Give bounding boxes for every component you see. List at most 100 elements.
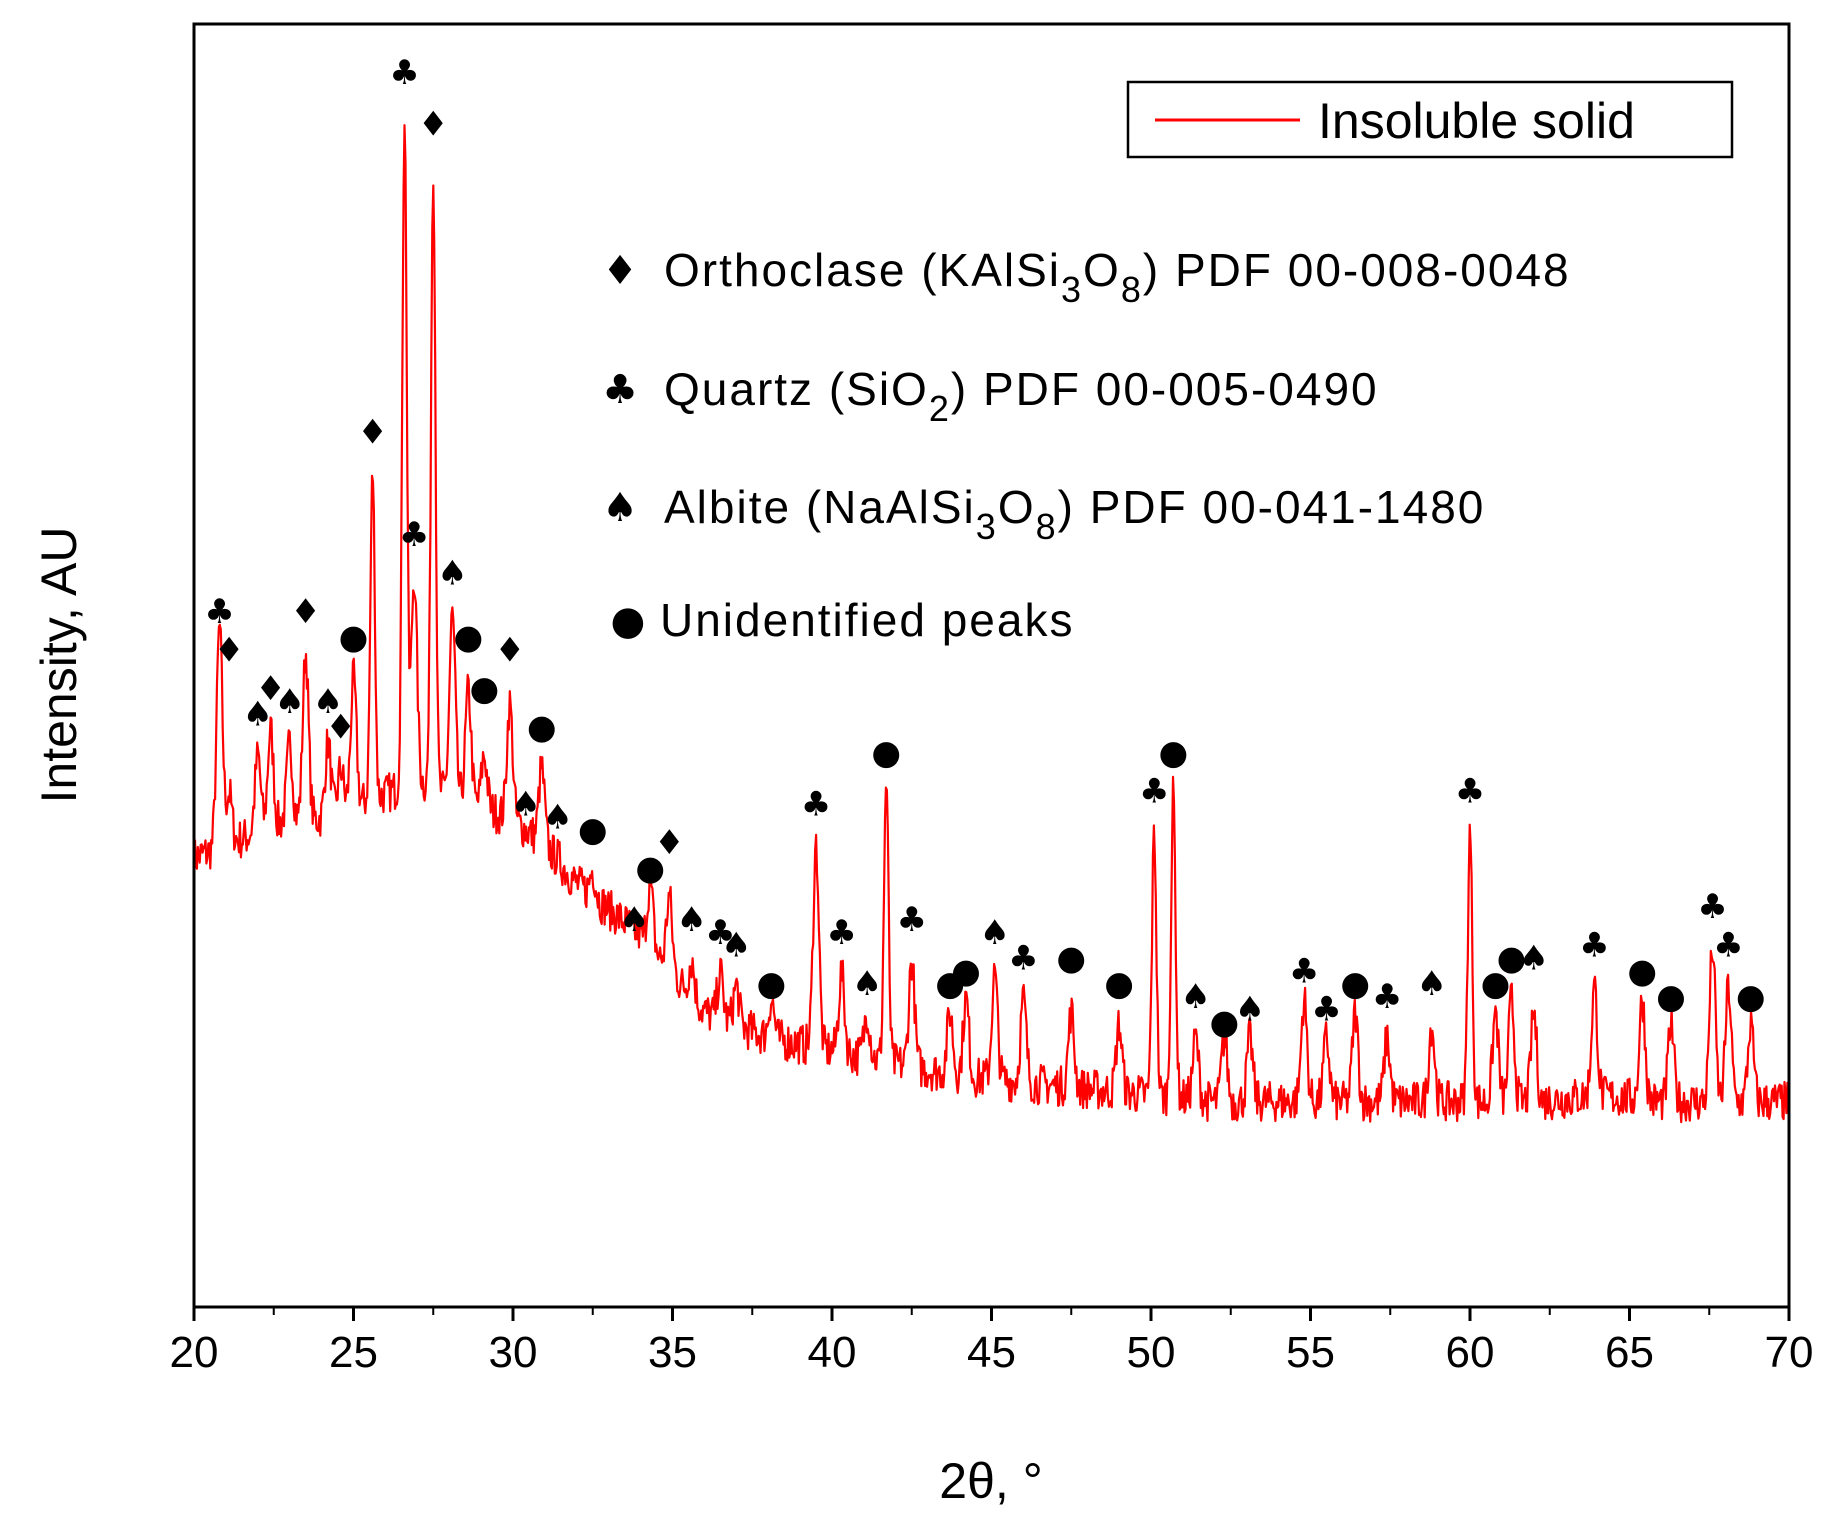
peak-marker: ♣: [1455, 772, 1485, 812]
peak-marker: ●: [1210, 1003, 1240, 1043]
phase-label-part: Quartz (SiO: [664, 363, 929, 415]
peak-marker: ♣: [801, 784, 831, 824]
peak-marker: ♠: [721, 926, 751, 966]
peak-marker: ●: [871, 733, 901, 773]
x-tick-label: 65: [1605, 1328, 1654, 1377]
peak-marker: ♣: [1289, 951, 1319, 991]
peak-marker: ●: [1104, 964, 1134, 1004]
peak-marker: ●: [1340, 964, 1370, 1004]
peak-marker: ♣: [1008, 938, 1038, 978]
peak-marker: ●: [1497, 938, 1527, 978]
peak-marker: ●: [578, 810, 608, 850]
phase-label-part: O: [1083, 244, 1121, 296]
peak-marker: ●: [757, 964, 787, 1004]
peak-marker: ♣: [1311, 990, 1341, 1030]
peak-marker: ♣: [399, 515, 429, 555]
x-tick-label: 70: [1765, 1328, 1814, 1377]
peak-marker: ●: [635, 849, 665, 889]
phase-label-part: ) PDF 00-041-1480: [1058, 481, 1486, 533]
peak-marker: ♠: [274, 682, 304, 722]
x-axis: 20 25 30 35 40 45 50 55 60 65 70: [170, 1307, 1814, 1377]
legend: Insoluble solid: [1126, 80, 1734, 159]
peak-marker: ♠: [1180, 977, 1210, 1017]
phase-symbol-albite: ♠: [602, 485, 638, 531]
peak-marker: ♦: [214, 631, 244, 671]
x-axis-title: 2θ, °: [939, 1453, 1042, 1509]
phase-symbol-orthoclase: ♦: [602, 248, 638, 294]
series-insoluble-solid-line: [192, 124, 1790, 1124]
peak-marker: ♦: [495, 631, 525, 671]
peak-marker: ●: [454, 618, 484, 658]
peak-marker: ♦: [357, 412, 387, 452]
x-tick-label: 50: [1127, 1328, 1176, 1377]
peak-marker: ♠: [542, 797, 572, 837]
peak-marker: ♦: [418, 104, 448, 144]
phase-symbol-unidentified: ●: [611, 598, 646, 644]
peak-marker: ●: [527, 707, 557, 747]
phase-legend: ♦ Orthoclase (KAlSi3O8) PDF 00-008-0048♣ Q…: [602, 244, 1571, 646]
peak-marker: ●: [951, 951, 981, 991]
phase-label-quartz: Quartz (SiO2) PDF 00-005-0490: [664, 363, 1379, 429]
phase-label-part: 8: [1121, 269, 1143, 310]
peak-marker: ♣: [826, 913, 856, 953]
phase-label-part: 2: [929, 388, 951, 429]
peak-marker: ♠: [1416, 964, 1446, 1004]
peak-marker: ●: [1056, 938, 1086, 978]
peak-marker: ♦: [325, 707, 355, 747]
phase-label-part: ) PDF 00-008-0048: [1143, 244, 1571, 296]
peak-marker: ♣: [1372, 977, 1402, 1017]
x-tick-label: 45: [967, 1328, 1016, 1377]
peak-marker: ♠: [243, 695, 273, 735]
phase-label-part: Unidentified peaks: [660, 594, 1074, 646]
phase-label-albite: Albite (NaAlSi3O8) PDF 00-041-1480: [664, 481, 1485, 547]
peak-marker: ●: [1627, 951, 1657, 991]
phase-label-unidentified: Unidentified peaks: [660, 594, 1074, 646]
phase-label-part: ) PDF 00-005-0490: [951, 363, 1379, 415]
peak-marker: ♠: [1235, 990, 1265, 1030]
phase-symbol-quartz: ♣: [602, 367, 638, 413]
peak-marker: ♠: [676, 900, 706, 940]
peak-marker: ●: [1656, 977, 1686, 1017]
peak-marker: ●: [935, 964, 965, 1004]
x-tick-label: 25: [329, 1328, 378, 1377]
peak-marker: ♣: [1713, 926, 1743, 966]
peak-marker: ♠: [852, 964, 882, 1004]
x-tick-label: 35: [648, 1328, 697, 1377]
peak-marker: ♠: [1519, 938, 1549, 978]
phase-label-part: 3: [1061, 269, 1083, 310]
x-tick-label: 40: [808, 1328, 857, 1377]
phase-label-orthoclase: Orthoclase (KAlSi3O8) PDF 00-008-0048: [664, 244, 1571, 310]
peak-marker: ●: [339, 618, 369, 658]
legend-label: Insoluble solid: [1318, 93, 1635, 149]
x-tick-label: 55: [1286, 1328, 1335, 1377]
peak-marker: ♠: [437, 554, 467, 594]
peak-marker: ♦: [654, 823, 684, 863]
peak-marker: ♣: [204, 592, 234, 632]
phase-label-part: Albite (NaAlSi: [664, 481, 976, 533]
peak-marker: ●: [1736, 977, 1766, 1017]
peak-marker: ♣: [897, 900, 927, 940]
peak-marker: ●: [1158, 733, 1188, 773]
peak-marker: ♣: [705, 913, 735, 953]
peak-marker: ●: [469, 669, 499, 709]
peak-marker: ♠: [313, 682, 343, 722]
peak-marker: ♦: [255, 669, 285, 709]
x-tick-label: 20: [170, 1328, 219, 1377]
y-axis-title: Intensity, AU: [31, 527, 87, 804]
series-layer: [192, 124, 1790, 1124]
phase-label-part: O: [998, 481, 1036, 533]
peak-marker: ♣: [1579, 926, 1609, 966]
peak-marker: ●: [1481, 964, 1511, 1004]
x-tick-label: 60: [1446, 1328, 1495, 1377]
peak-marker: ♣: [1697, 887, 1727, 927]
peak-marker: ♠: [979, 913, 1009, 953]
peak-marker: ♠: [511, 784, 541, 824]
x-tick-label: 30: [489, 1328, 538, 1377]
annotation-layer: ♣♦♠♦♠♦♠♦●♦♣♣♦♠●●♦♠●♠ ●♠●♦♠♣♠●♣♣♠●♣●●♠♣ ●●♣…: [204, 53, 1765, 1042]
phase-label-part: Orthoclase (KAlSi: [664, 244, 1061, 296]
peak-marker: ♣: [389, 53, 419, 93]
peak-marker: ♦: [290, 592, 320, 632]
peak-marker: ♠: [619, 900, 649, 940]
